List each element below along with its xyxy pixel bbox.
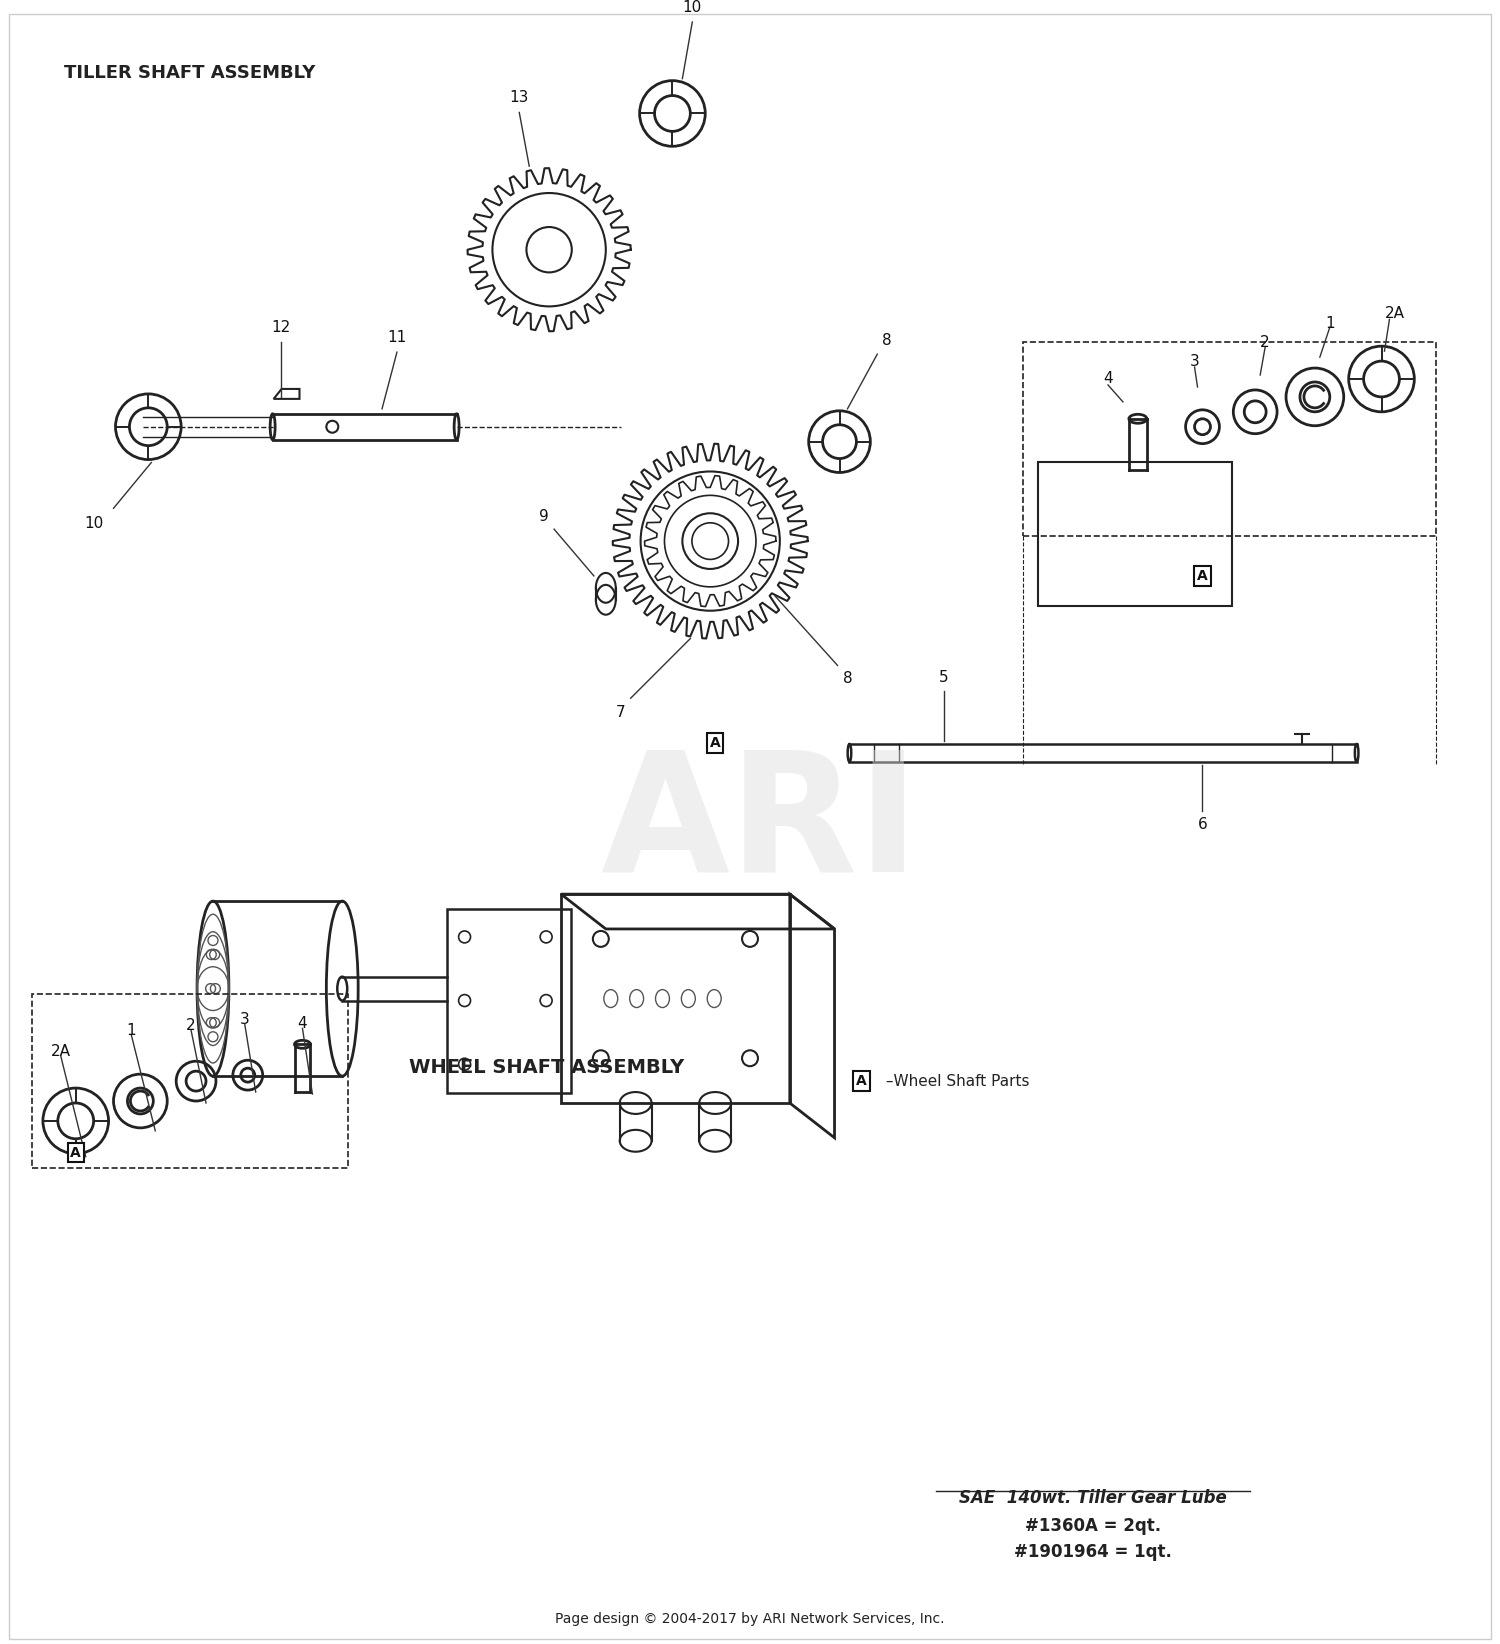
Text: #1901964 = 1qt.: #1901964 = 1qt.: [1014, 1542, 1172, 1560]
Text: SAE  140wt. Tiller Gear Lube: SAE 140wt. Tiller Gear Lube: [958, 1489, 1227, 1508]
Text: 11: 11: [387, 330, 406, 345]
Text: 12: 12: [272, 321, 290, 335]
Bar: [1038, 462, 1233, 605]
Text: 5: 5: [939, 669, 948, 686]
Text: 3: 3: [240, 1013, 249, 1028]
Text: 4: 4: [1102, 372, 1113, 386]
Text: 2A: 2A: [1384, 306, 1404, 321]
Text: Page design © 2004-2017 by ARI Network Services, Inc.: Page design © 2004-2017 by ARI Network S…: [555, 1613, 945, 1626]
Text: 2: 2: [1260, 335, 1270, 350]
Text: 3: 3: [1190, 353, 1200, 368]
Text: 9: 9: [540, 508, 549, 524]
Bar: [561, 894, 790, 1103]
Text: A: A: [70, 1146, 81, 1159]
Text: 7: 7: [616, 705, 626, 720]
Text: 10: 10: [84, 516, 104, 531]
Text: 2A: 2A: [51, 1044, 70, 1059]
Text: A: A: [856, 1074, 867, 1088]
Text: #1360A = 2qt.: #1360A = 2qt.: [1024, 1517, 1161, 1535]
Text: A: A: [1197, 569, 1208, 584]
Text: 8: 8: [843, 671, 852, 686]
Text: WHEEL SHAFT ASSEMBLY: WHEEL SHAFT ASSEMBLY: [408, 1059, 684, 1077]
Text: 10: 10: [682, 0, 702, 15]
Text: 4: 4: [297, 1016, 307, 1031]
Text: ARI: ARI: [600, 743, 920, 906]
Bar: [447, 909, 572, 1093]
Bar: [1023, 342, 1436, 536]
Text: 1: 1: [1324, 316, 1335, 330]
Text: 13: 13: [510, 90, 530, 105]
Text: A: A: [710, 737, 720, 750]
Bar: [32, 993, 348, 1167]
Text: 1: 1: [126, 1023, 136, 1037]
Text: TILLER SHAFT ASSEMBLY: TILLER SHAFT ASSEMBLY: [64, 64, 315, 82]
Text: 2: 2: [186, 1018, 196, 1032]
Text: –Wheel Shaft Parts: –Wheel Shaft Parts: [882, 1074, 1031, 1088]
Text: 6: 6: [1197, 817, 1208, 832]
Text: 8: 8: [882, 332, 892, 349]
